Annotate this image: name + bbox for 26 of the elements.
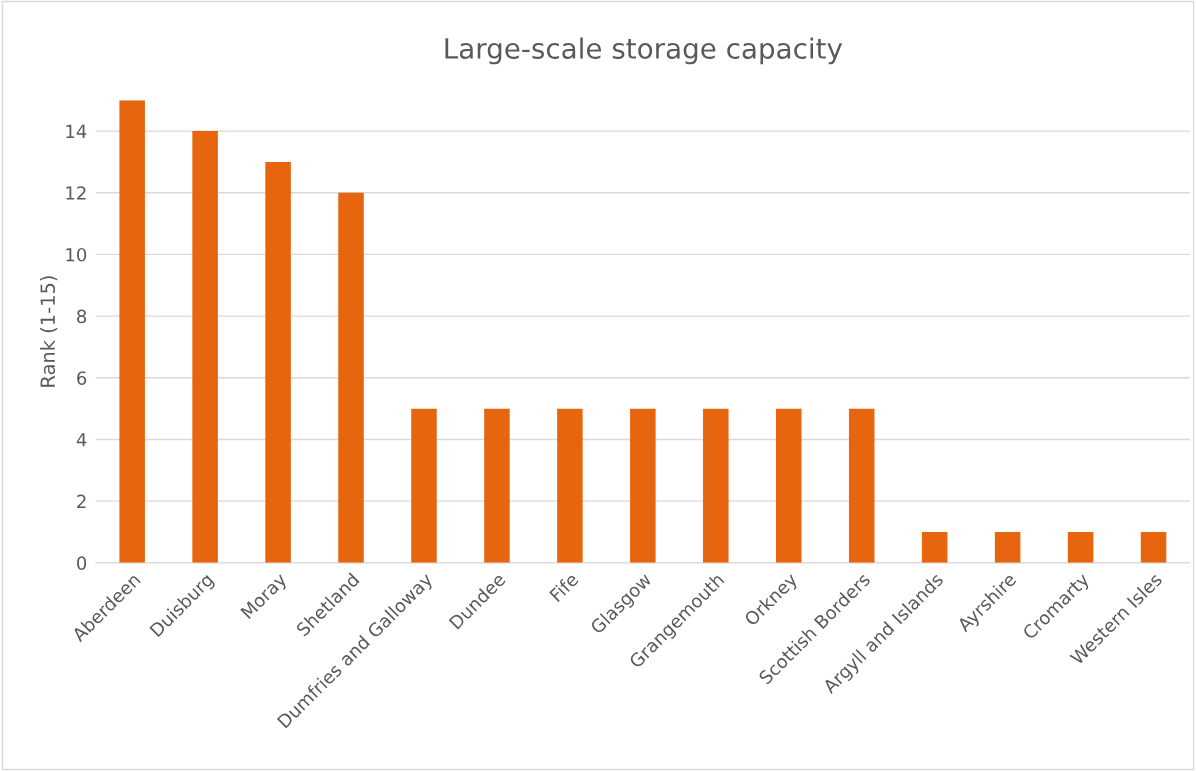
y-tick-label: 2 <box>77 494 86 509</box>
bar <box>703 408 729 563</box>
y-tick-label: 8 <box>77 309 87 324</box>
y-axis-title: Rank (1-15) <box>40 276 58 387</box>
bar <box>921 531 948 563</box>
y-tick-label: 6 <box>77 371 87 385</box>
chart-title: Large-scale storage capacity <box>445 37 843 65</box>
y-tick-label: 0 <box>77 556 87 570</box>
bar <box>775 408 802 563</box>
y-tick-label: 4 <box>76 433 87 447</box>
bar <box>192 131 218 563</box>
y-tick-label: 10 <box>66 247 87 262</box>
bar <box>848 408 875 563</box>
bar <box>265 161 291 563</box>
bar <box>119 100 145 563</box>
bar <box>1067 531 1094 563</box>
y-tick-label: 12 <box>66 186 86 200</box>
bar <box>557 408 583 563</box>
bar <box>994 531 1021 563</box>
bar <box>1140 531 1167 563</box>
bar <box>484 408 510 563</box>
y-tick-label: 14 <box>66 124 87 138</box>
x-tick-label: Fife <box>548 571 580 603</box>
bar <box>338 192 364 563</box>
bar <box>630 408 656 563</box>
bar <box>411 408 437 563</box>
